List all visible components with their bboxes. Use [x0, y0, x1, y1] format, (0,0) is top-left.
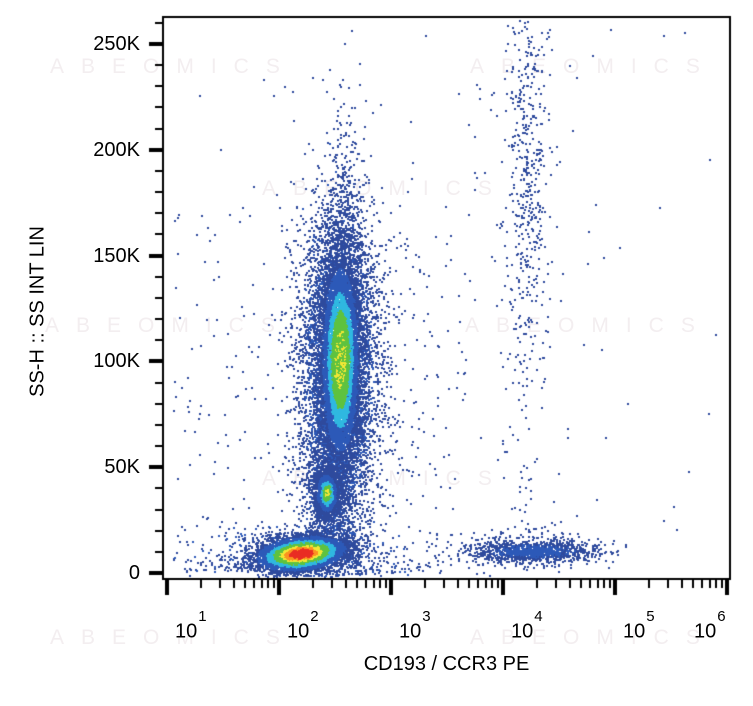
y-tick-label: 150K — [93, 244, 140, 267]
y-tick-label: 100K — [93, 350, 140, 373]
y-tick-label: 200K — [93, 138, 140, 161]
x-tick-label: 105 — [623, 608, 655, 643]
x-tick-label: 106 — [694, 608, 726, 643]
x-tick-label: 103 — [399, 608, 431, 643]
y-tick-label: 250K — [93, 33, 140, 55]
y-axis-title: SS-H :: SS INT LIN — [26, 226, 49, 397]
x-axis-title: CD193 / CCR3 PE — [363, 653, 530, 675]
x-tick-label: 102 — [287, 608, 319, 643]
x-tick-label: 104 — [511, 608, 543, 643]
y-tick-label: 0 — [128, 562, 140, 584]
x-tick-label: 101 — [175, 608, 207, 643]
y-tick-label: 50K — [104, 456, 140, 479]
